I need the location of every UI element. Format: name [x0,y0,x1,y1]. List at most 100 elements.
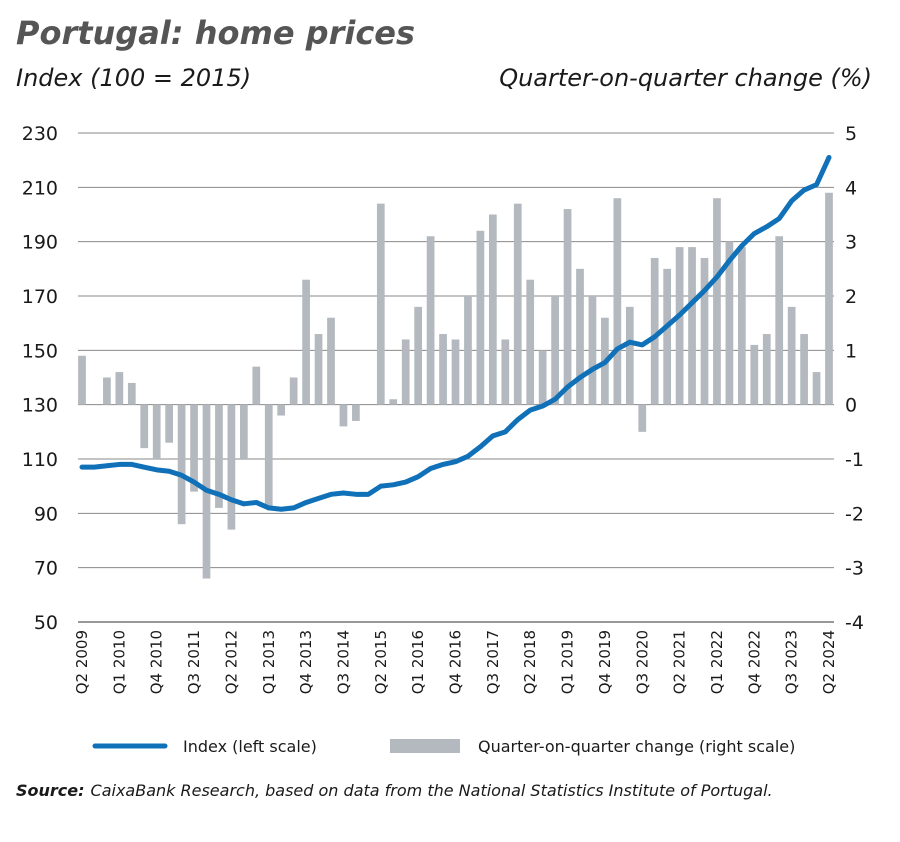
x-tick-label: Q2 2024 [820,630,838,694]
x-tick-label: Q4 2022 [745,630,763,694]
x-tick-label: Q2 2009 [73,630,91,694]
legend-label: Quarter-on-quarter change (right scale) [478,737,795,756]
bar [775,236,784,405]
bar [725,241,734,405]
y2-tick-label: 4 [845,177,857,199]
source-label: Source: [16,781,85,800]
bar [352,404,360,421]
bar [713,198,721,405]
bar [376,203,385,405]
y-tick-label: 130 [22,395,58,417]
bar [625,306,634,405]
y2-tick-label: 1 [845,340,857,362]
y2-tick-label: 0 [845,395,857,417]
bar [513,203,522,405]
bar [825,192,833,405]
legend-label: Index (left scale) [183,737,317,756]
y2-tick-label: -1 [845,449,864,471]
bar [327,317,335,405]
x-tick-label: Q1 2013 [260,630,278,694]
bar [115,372,124,405]
bar [800,334,808,405]
bar [140,404,149,449]
x-tick-label: Q3 2020 [633,630,651,694]
bar [613,198,622,405]
bar [215,404,223,508]
y2-tick-label: 5 [845,123,857,145]
x-tick-label: Q4 2013 [297,630,315,694]
bar [451,339,460,405]
source-text: CaixaBank Research, based on data from t… [91,781,773,800]
legend-swatch [390,739,460,753]
bar [302,279,310,405]
bar [650,257,659,405]
bar [339,404,348,427]
x-tick-label: Q4 2019 [596,630,614,694]
bar [239,404,248,459]
bar [663,268,672,405]
chart-title: Portugal: home prices [16,14,415,52]
x-tick-label: Q1 2019 [559,630,577,694]
y-tick-label: 150 [22,340,58,362]
x-tick-label: Q1 2010 [110,630,128,694]
x-tick-label: Q4 2016 [447,630,465,694]
x-tick-label: Q2 2012 [222,630,240,694]
x-tick-label: Q2 2018 [521,630,539,694]
bar [762,334,771,405]
x-tick-label: Q2 2021 [671,630,689,694]
bar [563,209,572,405]
bar [488,214,497,405]
bar [426,236,435,405]
bar [576,268,584,405]
bar [476,230,485,405]
y2-tick-label: -2 [845,503,864,525]
bar [501,339,510,405]
bar [526,279,535,405]
bar [165,404,174,443]
x-tick-label: Q3 2023 [783,630,801,694]
bar [675,247,684,405]
bar [190,404,198,492]
y2-tick-label: -4 [845,612,864,634]
bar [277,404,286,416]
y-tick-label: 170 [22,286,58,308]
bar [401,339,410,405]
y-tick-label: 230 [22,123,58,145]
bar [264,404,273,508]
source: Source: CaixaBank Research, based on data… [16,781,773,800]
y2-tick-label: 2 [845,286,857,308]
y-tick-label: 90 [34,503,58,525]
bar [177,404,186,525]
x-tick-label: Q3 2011 [185,630,203,694]
bar [314,334,323,405]
y2-tick-label: 3 [845,232,857,254]
bar [78,355,86,405]
x-tick-label: Q1 2022 [708,630,726,694]
line [79,154,832,512]
y-tick-label: 190 [22,232,58,254]
bar [551,296,559,405]
bar [787,306,796,405]
bar [414,306,423,405]
bar [700,257,709,405]
bar [103,377,111,405]
x-tick-label: Q1 2016 [409,630,427,694]
bar [638,404,647,432]
bar [127,382,136,405]
x-tick-label: Q3 2017 [484,630,502,694]
y-tick-label: 210 [22,177,58,199]
bar [688,247,696,405]
bar [439,334,447,405]
x-tick-label: Q4 2010 [148,630,166,694]
bar [538,350,547,405]
bar [252,366,261,405]
bar [389,399,398,405]
bar [737,247,746,405]
y-tick-label: 50 [34,612,58,634]
y-axis-title: Index (100 = 2015) [16,64,251,92]
bar [152,404,161,459]
bar [289,377,298,405]
bar [588,296,597,405]
y2-tick-label: -3 [845,558,864,580]
